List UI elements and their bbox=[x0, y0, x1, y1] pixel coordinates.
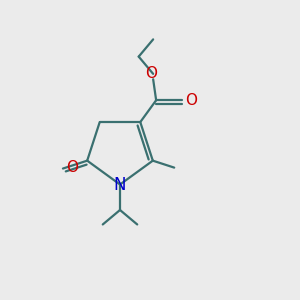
Text: O: O bbox=[67, 160, 79, 175]
Text: O: O bbox=[145, 66, 157, 81]
Text: O: O bbox=[185, 93, 197, 108]
Text: N: N bbox=[114, 176, 126, 194]
